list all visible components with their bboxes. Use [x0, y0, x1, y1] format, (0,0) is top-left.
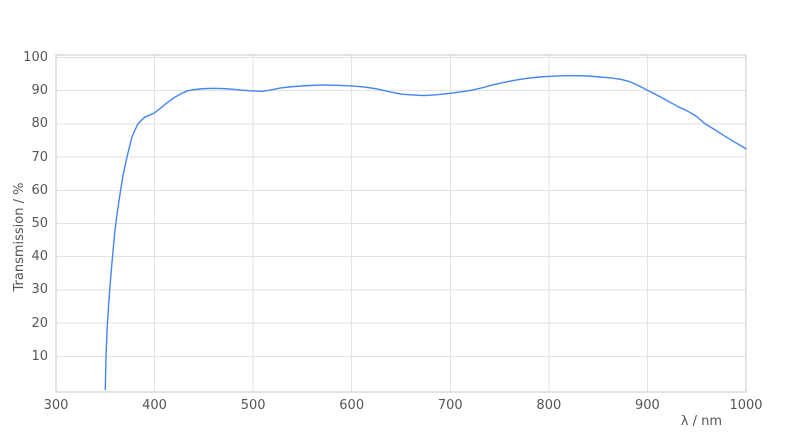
y-tick-label: 30	[31, 282, 48, 298]
y-tick-label: 50	[31, 215, 48, 231]
y-tick-label: 70	[31, 149, 48, 165]
x-tick-label: 1000	[729, 398, 763, 413]
x-tick-label: 800	[536, 398, 562, 413]
x-tick-label: 900	[635, 398, 660, 413]
y-tick-label: 10	[31, 348, 48, 364]
transmission-curve	[104, 74, 747, 391]
y-tick-label: 40	[31, 249, 48, 265]
x-axis-title: λ / nm	[680, 414, 722, 429]
x-tick-label: 300	[43, 398, 69, 413]
plot-frame	[55, 54, 747, 393]
x-tick-label: 600	[339, 398, 365, 413]
y-tick-label: 60	[31, 182, 48, 198]
x-tick-label: 400	[142, 398, 167, 413]
y-tick-label: 100	[23, 49, 48, 65]
y-tick-label: 20	[31, 315, 48, 331]
y-tick-label: 80	[31, 116, 48, 132]
x-tick-label: 500	[240, 398, 266, 413]
y-tick-label: 90	[31, 83, 48, 99]
x-tick-label: 700	[437, 398, 463, 413]
